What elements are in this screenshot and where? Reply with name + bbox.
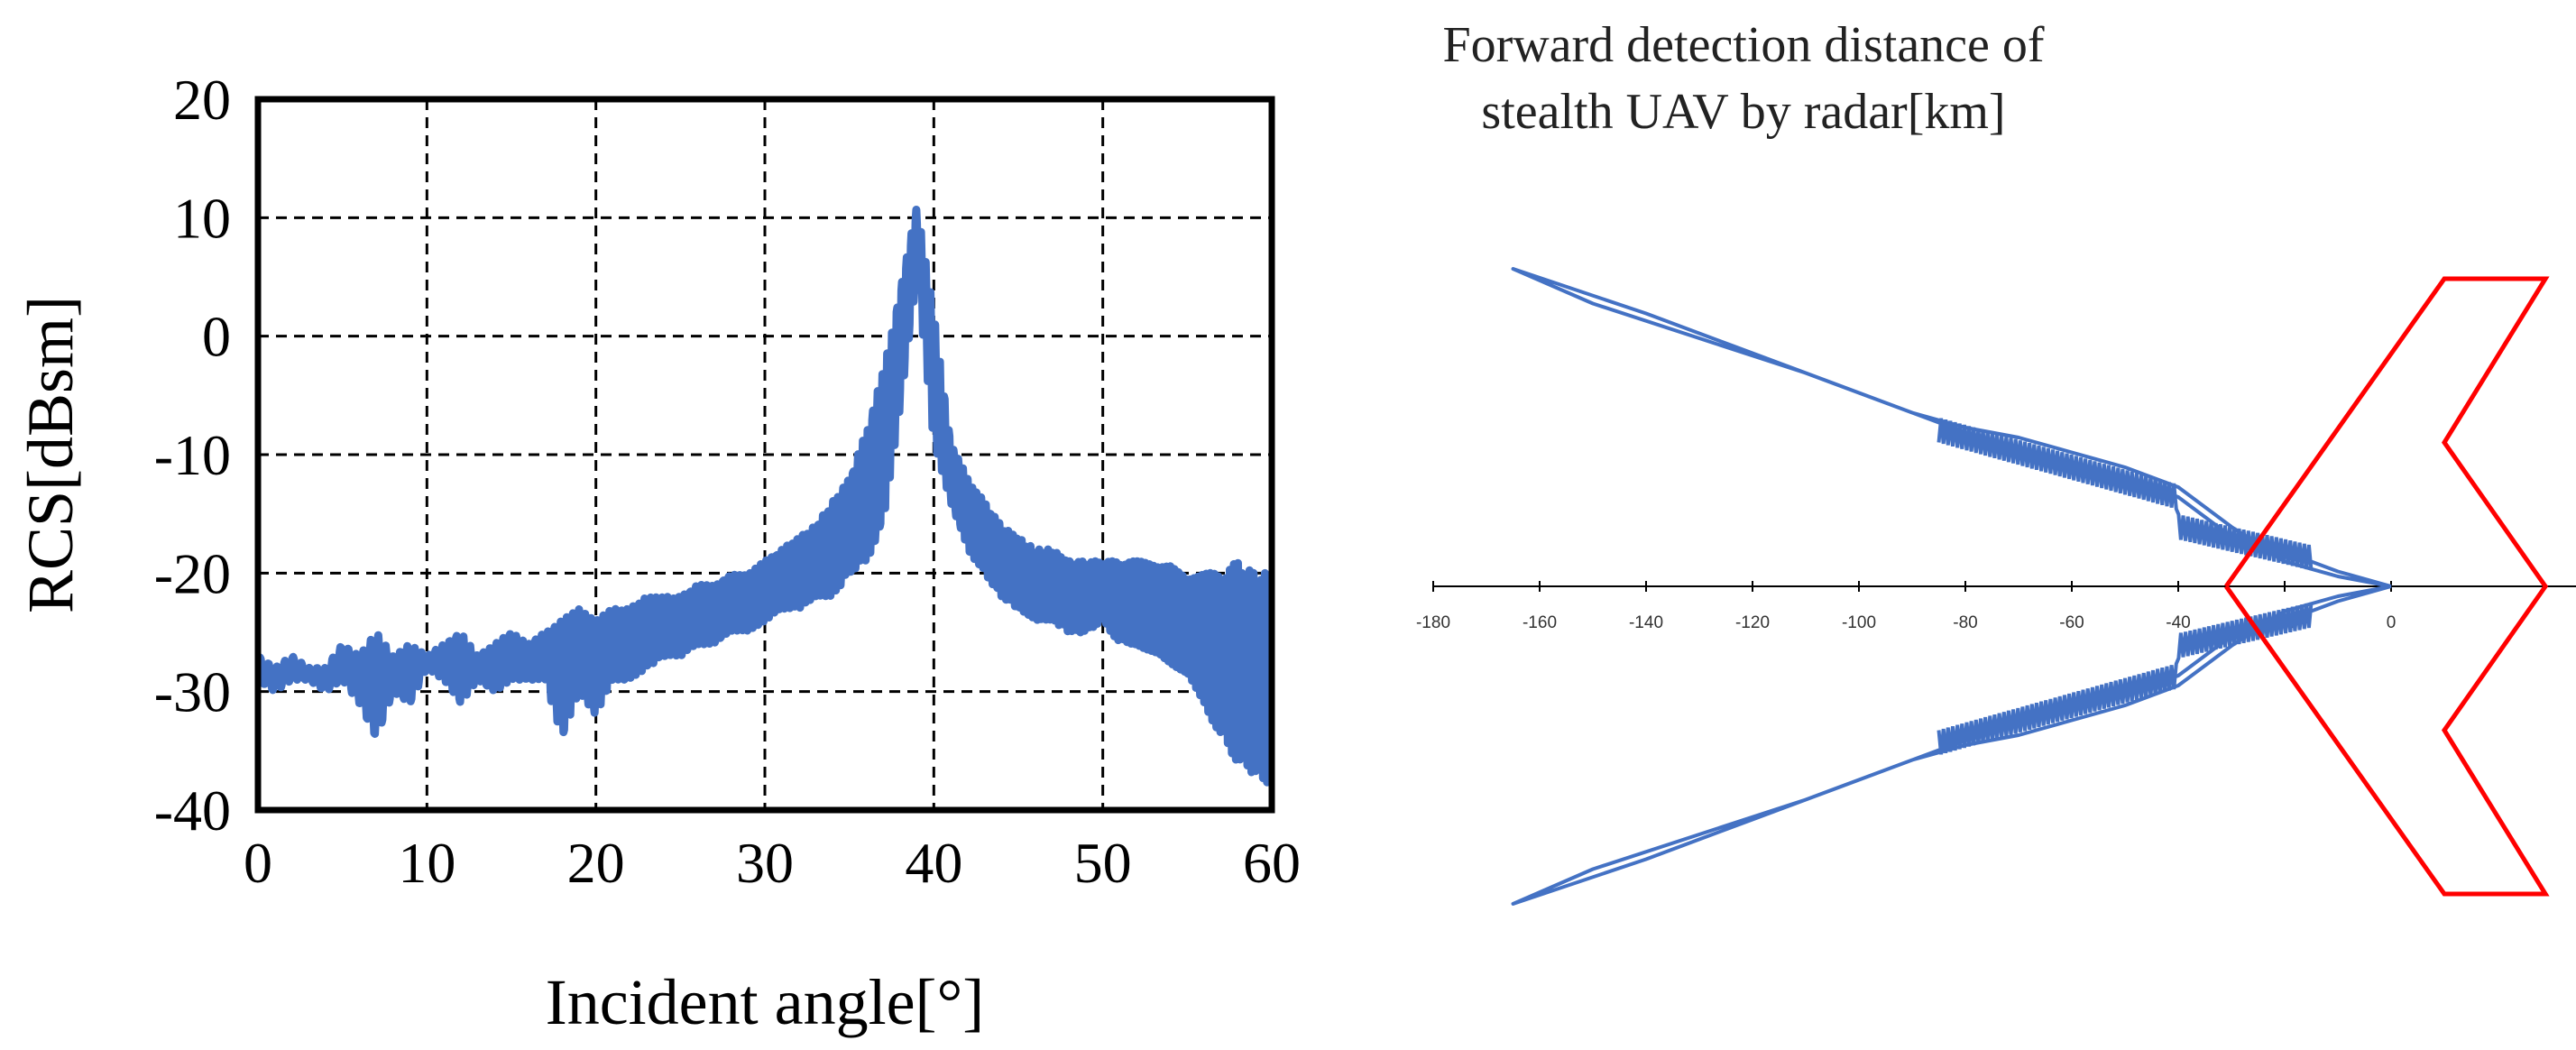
rcs-grid bbox=[258, 99, 1272, 810]
detection-title-line-1: Forward detection distance of bbox=[1442, 17, 2044, 73]
rcs-y-tick-label: -10 bbox=[154, 423, 231, 487]
detection-x-tick-label: -120 bbox=[1735, 613, 1770, 632]
rcs-x-tick-label: 20 bbox=[567, 831, 625, 895]
rcs-y-axis-label: RCS[dBsm] bbox=[14, 296, 87, 613]
detection-x-tick-label: -140 bbox=[1629, 613, 1663, 632]
detection-x-tick-label: -160 bbox=[1523, 613, 1557, 632]
rcs-series bbox=[258, 206, 1272, 787]
uav-outline bbox=[2224, 276, 2550, 897]
rcs-y-tick-label: 20 bbox=[173, 68, 231, 132]
detection-x-tick-label: 0 bbox=[2387, 613, 2397, 632]
rcs-x-axis-label: Incident angle[°] bbox=[546, 966, 985, 1038]
rcs-x-tick-label: 0 bbox=[244, 831, 272, 895]
detection-jitter-lower bbox=[1937, 602, 2314, 755]
detection-title-line-2: stealth UAV by radar[km] bbox=[1481, 84, 2005, 140]
detection-chart: Forward detection distance of stealth UA… bbox=[1416, 17, 2576, 906]
rcs-y-tick-label: -30 bbox=[154, 660, 231, 724]
rcs-plot-frame bbox=[254, 96, 1275, 814]
detection-x-tick-label: -100 bbox=[1842, 613, 1876, 632]
detection-x-tick-label: -80 bbox=[1953, 613, 1977, 632]
detection-jitter-upper bbox=[1937, 418, 2314, 571]
rcs-y-tick-label: -40 bbox=[154, 778, 231, 843]
detection-x-axis: -180 -160 -140 -120 -100 -80 -60 -40 -20 0 bbox=[1416, 581, 2576, 632]
rcs-y-tick-label: 0 bbox=[202, 305, 231, 369]
detection-series bbox=[1511, 267, 2550, 906]
rcs-x-tick-label: 50 bbox=[1074, 831, 1132, 895]
detection-x-tick-label: -40 bbox=[2166, 613, 2190, 632]
detection-x-tick-label: -60 bbox=[2059, 613, 2084, 632]
rcs-line bbox=[258, 206, 1272, 787]
rcs-x-tick-label: 10 bbox=[398, 831, 455, 895]
rcs-y-tick-label: -20 bbox=[154, 541, 231, 605]
rcs-x-tick-label: 40 bbox=[905, 831, 962, 895]
rcs-x-tick-label: 30 bbox=[736, 831, 794, 895]
rcs-y-ticks: -40 -30 -20 -10 0 10 20 bbox=[154, 68, 231, 843]
rcs-y-tick-label: 10 bbox=[173, 186, 231, 250]
detection-x-tick-label: -180 bbox=[1416, 613, 1450, 632]
rcs-chart: 0 10 20 30 40 50 60 -40 -30 -20 -10 0 10 20 Incident… bbox=[14, 68, 1301, 1038]
rcs-x-ticks: 0 10 20 30 40 50 60 bbox=[244, 831, 1301, 895]
rcs-x-tick-label: 60 bbox=[1243, 831, 1301, 895]
